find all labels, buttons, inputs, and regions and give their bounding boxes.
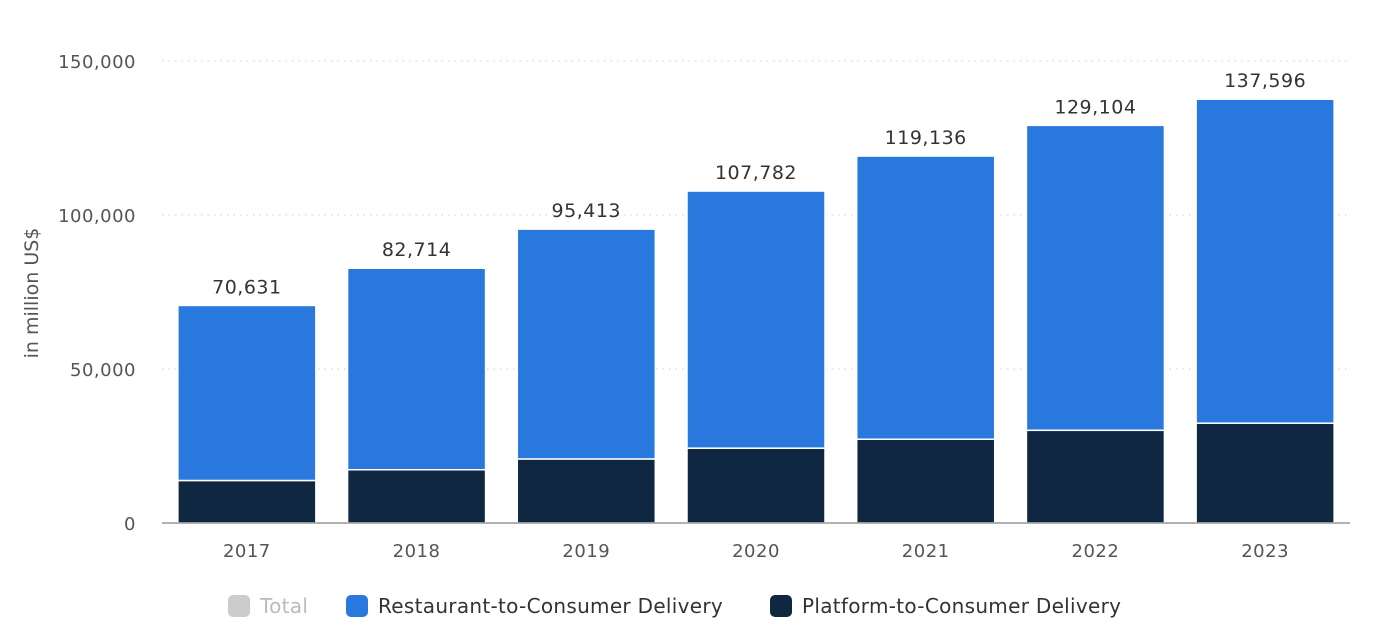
x-tick-label-2022: 2022 bbox=[1072, 541, 1120, 562]
total-label-2017: 70,631 bbox=[212, 276, 281, 298]
bar-platform-2017[interactable] bbox=[177, 479, 317, 524]
x-tick-label-2023: 2023 bbox=[1241, 541, 1289, 562]
bar-platform-2020[interactable] bbox=[686, 447, 826, 524]
total-label-2022: 129,104 bbox=[1054, 96, 1136, 118]
x-axis-ticks: 2017 2018 2019 2020 2021 2022 2023 bbox=[223, 541, 1289, 562]
x-tick-label-2018: 2018 bbox=[393, 541, 441, 562]
total-label-2019: 95,413 bbox=[552, 200, 621, 222]
legend-swatch-total bbox=[228, 595, 250, 617]
legend-label-platform-to-consumer: Platform-to-Consumer Delivery bbox=[802, 594, 1122, 618]
total-label-2021: 119,136 bbox=[885, 127, 967, 149]
bar-platform-2023[interactable] bbox=[1195, 422, 1335, 524]
stacked-bar-chart: 0 50,000 100,000 150,000 in million US$ 70,… bbox=[21, 52, 1350, 562]
x-tick-label-2021: 2021 bbox=[902, 541, 950, 562]
x-tick-label-2020: 2020 bbox=[732, 541, 780, 562]
legend-label-restaurant-to-consumer: Restaurant-to-Consumer Delivery bbox=[378, 594, 724, 618]
bar-restaurant-2023[interactable] bbox=[1195, 98, 1335, 424]
bar-restaurant-2022[interactable] bbox=[1025, 124, 1166, 432]
y-tick-label: 150,000 bbox=[58, 52, 136, 73]
legend-label-total: Total bbox=[260, 594, 309, 618]
bar-platform-2018[interactable] bbox=[346, 468, 487, 524]
total-label-2018: 82,714 bbox=[382, 239, 451, 261]
legend-item-restaurant-to-consumer[interactable]: Restaurant-to-Consumer Delivery bbox=[346, 588, 723, 624]
bar-platform-2022[interactable] bbox=[1025, 429, 1166, 524]
y-tick-label: 50,000 bbox=[70, 360, 136, 381]
x-tick-label-2017: 2017 bbox=[223, 541, 271, 562]
bar-platform-2021[interactable] bbox=[855, 438, 996, 524]
bar-restaurant-2018[interactable] bbox=[346, 267, 487, 471]
y-axis-label: in million US$ bbox=[21, 228, 43, 359]
legend-item-total[interactable]: Total bbox=[228, 588, 308, 624]
legend-swatch-platform-to-consumer bbox=[770, 595, 792, 617]
total-label-2023: 137,596 bbox=[1224, 70, 1306, 92]
legend-item-platform-to-consumer[interactable]: Platform-to-Consumer Delivery bbox=[770, 588, 1121, 624]
y-tick-label: 0 bbox=[124, 514, 136, 535]
y-tick-label: 100,000 bbox=[58, 206, 136, 227]
bar-restaurant-2017[interactable] bbox=[177, 304, 317, 482]
bar-restaurant-2019[interactable] bbox=[516, 228, 657, 460]
legend: Total Restaurant-to-Consumer Delivery Pl… bbox=[0, 588, 1386, 624]
bar-restaurant-2020[interactable] bbox=[686, 190, 826, 449]
bars bbox=[177, 98, 1335, 524]
total-label-2020: 107,782 bbox=[715, 162, 797, 184]
y-axis-ticks: 0 50,000 100,000 150,000 bbox=[58, 52, 136, 535]
x-tick-label-2019: 2019 bbox=[562, 541, 610, 562]
bar-restaurant-2021[interactable] bbox=[855, 155, 996, 440]
legend-swatch-restaurant-to-consumer bbox=[346, 595, 368, 617]
bar-platform-2019[interactable] bbox=[516, 458, 657, 524]
total-labels: 70,631 82,714 95,413 107,782 119,136 129,104 1… bbox=[212, 70, 1306, 298]
